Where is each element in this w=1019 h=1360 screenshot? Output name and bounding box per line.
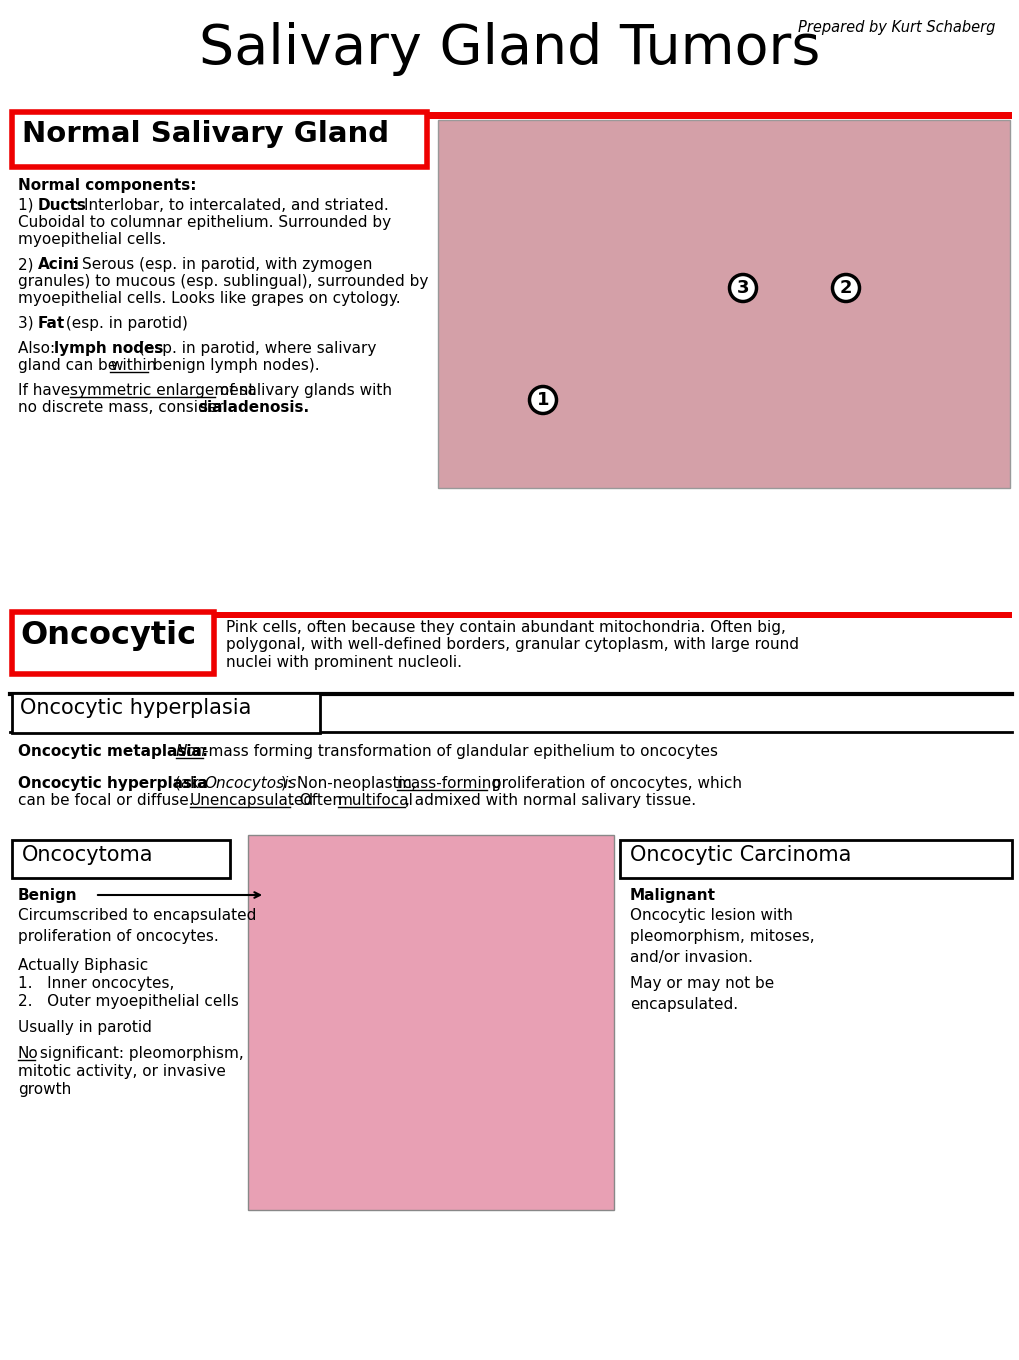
Text: : Serous (esp. in parotid, with zymogen: : Serous (esp. in parotid, with zymogen [72, 257, 372, 272]
Text: 1.   Inner oncocytes,: 1. Inner oncocytes, [18, 976, 174, 991]
Bar [12, 612, 214, 675]
Text: of salivary glands with: of salivary glands with [215, 384, 391, 398]
Text: Oncocytic Carcinoma: Oncocytic Carcinoma [630, 845, 851, 865]
Text: Oncocytic lesion with
pleomorphism, mitoses,
and/or invasion.: Oncocytic lesion with pleomorphism, mito… [630, 908, 814, 966]
Text: Normal components:: Normal components: [18, 178, 197, 193]
Text: -mass forming transformation of glandular epithelium to oncocytes: -mass forming transformation of glandula… [203, 744, 717, 759]
Text: sialadenosis.: sialadenosis. [198, 400, 309, 415]
Text: If have: If have [18, 384, 75, 398]
Bar [248, 835, 613, 1210]
Text: proliferation of oncocytes, which: proliferation of oncocytes, which [486, 777, 741, 792]
Text: Oncocytoma: Oncocytoma [22, 845, 153, 865]
Text: , admixed with normal salivary tissue.: , admixed with normal salivary tissue. [405, 793, 695, 808]
Text: Unencapsulated: Unencapsulated [190, 793, 314, 808]
Text: (aka: (aka [170, 777, 213, 792]
Text: Also:: Also: [18, 341, 60, 356]
Bar [10, 612, 1011, 617]
Text: Fat: Fat [38, 316, 65, 330]
Text: gland can be: gland can be [18, 358, 122, 373]
Text: benign lymph nodes).: benign lymph nodes). [148, 358, 319, 373]
Text: Prepared by Kurt Schaberg: Prepared by Kurt Schaberg [797, 20, 994, 35]
Text: significant: pleomorphism,: significant: pleomorphism, [35, 1046, 244, 1061]
Text: Oncocytic metaplasia:: Oncocytic metaplasia: [18, 744, 218, 759]
Text: Salivary Gland Tumors: Salivary Gland Tumors [199, 22, 820, 76]
Text: Ducts: Ducts [38, 199, 87, 214]
Text: May or may not be
encapsulated.: May or may not be encapsulated. [630, 976, 773, 1012]
Text: Acini: Acini [38, 257, 79, 272]
Text: Oncocytic hyperplasia: Oncocytic hyperplasia [20, 698, 251, 718]
Text: 3): 3) [18, 316, 39, 330]
Bar [10, 112, 1011, 120]
Text: Circumscribed to encapsulated
proliferation of oncocytes.: Circumscribed to encapsulated proliferat… [18, 908, 256, 944]
Text: Cuboidal to columnar epithelium. Surrounded by: Cuboidal to columnar epithelium. Surroun… [18, 215, 390, 230]
Text: can be focal or diffuse.: can be focal or diffuse. [18, 793, 199, 808]
Text: Benign: Benign [18, 888, 77, 903]
Text: ): Non-neoplastic,: ): Non-neoplastic, [280, 777, 421, 792]
Text: (esp. in parotid, where salivary: (esp. in parotid, where salivary [133, 341, 376, 356]
Text: Usually in parotid: Usually in parotid [18, 1020, 152, 1035]
Text: mitotic activity, or invasive: mitotic activity, or invasive [18, 1064, 225, 1078]
Text: Actually Biphasic: Actually Biphasic [18, 957, 148, 972]
Text: Malignant: Malignant [630, 888, 715, 903]
Text: : Interlobar, to intercalated, and striated.: : Interlobar, to intercalated, and stria… [74, 199, 388, 214]
Text: Oncocytosis: Oncocytosis [204, 777, 297, 792]
Bar [12, 694, 320, 733]
Text: 1: 1 [536, 392, 548, 409]
Text: myoepithelial cells.: myoepithelial cells. [18, 233, 166, 248]
Text: 2.   Outer myoepithelial cells: 2. Outer myoepithelial cells [18, 994, 238, 1009]
Bar [437, 120, 1009, 488]
Bar [12, 112, 427, 167]
Bar [620, 840, 1011, 879]
Bar [12, 840, 229, 879]
Text: 3: 3 [736, 279, 749, 296]
Text: Oncocytic: Oncocytic [20, 620, 196, 651]
Text: Normal Salivary Gland: Normal Salivary Gland [22, 120, 388, 148]
Text: within: within [110, 358, 156, 373]
Text: granules) to mucous (esp. sublingual), surrounded by: granules) to mucous (esp. sublingual), s… [18, 273, 428, 290]
Text: 1): 1) [18, 199, 39, 214]
Text: lymph nodes: lymph nodes [54, 341, 163, 356]
Text: symmetric enlargement: symmetric enlargement [70, 384, 254, 398]
Text: Pink cells, often because they contain abundant mitochondria. Often big,
polygon: Pink cells, often because they contain a… [226, 620, 798, 669]
Text: growth: growth [18, 1083, 71, 1098]
Text: 2: 2 [839, 279, 852, 296]
Text: multifocal: multifocal [337, 793, 414, 808]
Text: . Often: . Often [289, 793, 346, 808]
Text: no discrete mass, consider: no discrete mass, consider [18, 400, 228, 415]
Text: (esp. in parotid): (esp. in parotid) [61, 316, 187, 330]
Text: No: No [18, 1046, 39, 1061]
Text: Non: Non [176, 744, 206, 759]
Text: mass-forming: mass-forming [396, 777, 501, 792]
Text: Oncocytic hyperplasia: Oncocytic hyperplasia [18, 777, 207, 792]
Text: myoepithelial cells. Looks like grapes on cytology.: myoepithelial cells. Looks like grapes o… [18, 291, 400, 306]
Text: 2): 2) [18, 257, 39, 272]
